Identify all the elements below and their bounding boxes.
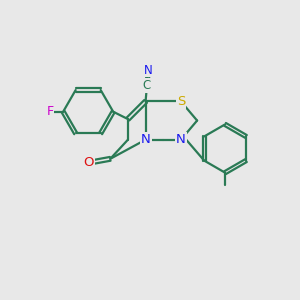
Text: O: O bbox=[83, 157, 94, 169]
Text: C: C bbox=[143, 79, 151, 92]
Text: N: N bbox=[141, 133, 151, 146]
Text: N: N bbox=[144, 64, 153, 76]
Text: N: N bbox=[176, 133, 186, 146]
Text: S: S bbox=[177, 95, 185, 108]
Text: F: F bbox=[46, 105, 53, 118]
